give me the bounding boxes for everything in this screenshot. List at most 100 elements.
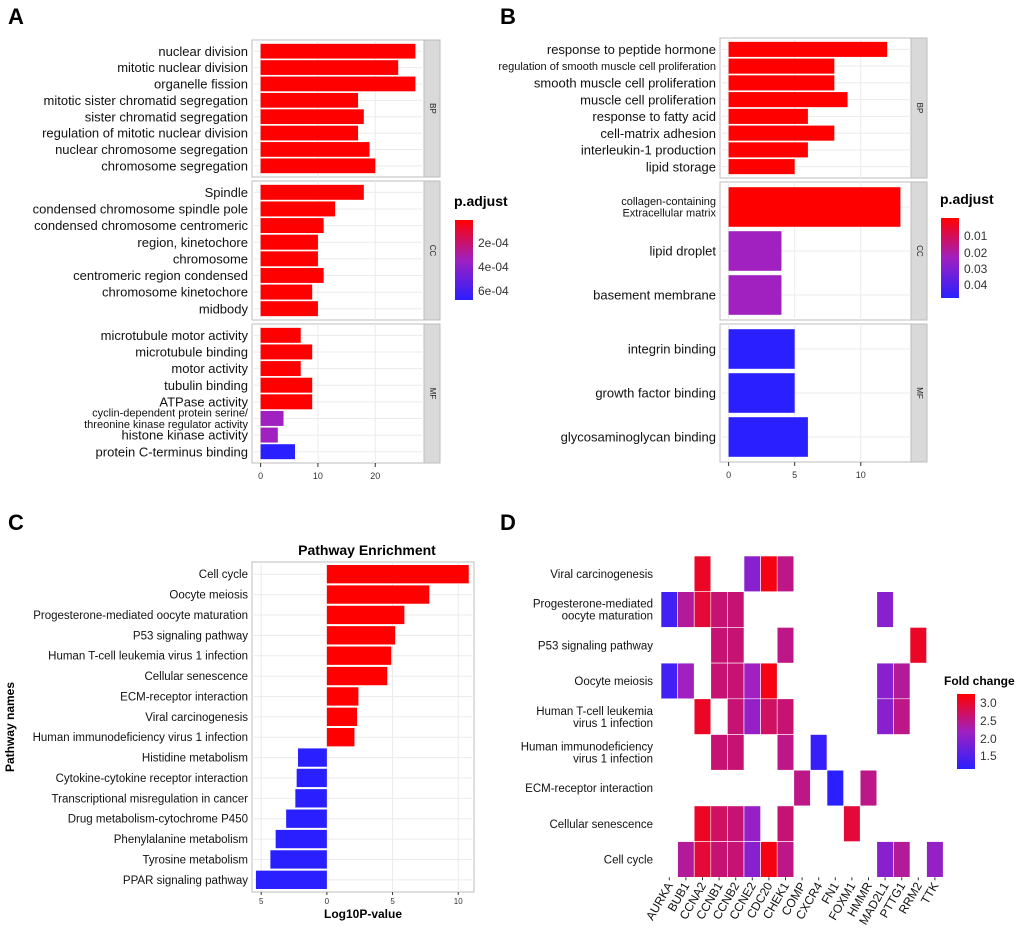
go-term-bar xyxy=(260,410,284,426)
pathway-label: Cytokine-cytokine receptor interaction xyxy=(56,773,248,785)
panel-d-legend-tick: 1.5 xyxy=(980,749,997,763)
pathway-bar xyxy=(296,768,327,788)
facet-strip-label: BP xyxy=(428,103,437,114)
heatmap-cell xyxy=(893,698,911,735)
go-term-label: chromosome xyxy=(173,251,248,266)
heatmap-cell xyxy=(727,662,745,700)
go-term-label: microtubule binding xyxy=(135,345,248,360)
go-term-label: growth factor binding xyxy=(595,386,716,401)
x-tick-label: 5 xyxy=(259,897,264,906)
heatmap-cell xyxy=(843,805,861,842)
heatmap-cell xyxy=(710,841,728,878)
panel-a-legend: p.adjust 2e-04 4e-04 6e-04 xyxy=(454,193,509,300)
facet-strip-label: MF xyxy=(428,388,437,400)
go-term-bar xyxy=(260,184,364,200)
heatmap-column-label: TTK xyxy=(918,880,941,907)
heatmap-cell xyxy=(660,591,678,628)
go-term-label: regulation of mitotic nuclear division xyxy=(42,126,248,141)
heatmap-cell xyxy=(909,627,927,664)
go-term-label: sister chromatid segregation xyxy=(85,109,248,124)
go-term-label: response to fatty acid xyxy=(592,109,716,124)
pathway-label: PPAR signaling pathway xyxy=(123,875,248,887)
go-term-bar xyxy=(260,284,313,300)
go-term-bar xyxy=(260,234,318,250)
heatmap-cell xyxy=(693,591,712,628)
go-term-label: muscle cell proliferation xyxy=(580,92,716,107)
panel-b-legend-colorbar xyxy=(941,218,959,298)
heatmap-cell xyxy=(926,841,944,878)
pathway-label: ECM-receptor interaction xyxy=(120,691,248,703)
pathway-bar xyxy=(275,829,327,849)
heatmap-cell xyxy=(893,662,911,700)
go-term-label: Spindle xyxy=(205,185,248,200)
go-term-bar xyxy=(728,92,848,108)
go-term-bar xyxy=(728,373,795,413)
go-term-label: cell-matrix adhesion xyxy=(600,126,716,141)
go-term-label: basement membrane xyxy=(593,288,716,303)
pathway-bar xyxy=(326,585,430,604)
pathway-bar xyxy=(326,565,469,584)
go-term-bar xyxy=(728,142,808,158)
x-tick-label: 10 xyxy=(856,470,866,480)
heatmap-cell xyxy=(826,769,844,807)
go-term-bar xyxy=(260,327,301,343)
heatmap-row-label: Viral carcinogenesis xyxy=(550,569,653,581)
heatmap-cell xyxy=(693,841,712,878)
pathway-bar xyxy=(326,666,388,686)
x-tick-label: 5 xyxy=(390,897,395,906)
pathway-label: Oocyte meiosis xyxy=(169,590,248,602)
heatmap-cell xyxy=(760,662,778,700)
heatmap-row-label: Cellular senescence xyxy=(549,819,653,831)
panel-d-heatmap: Viral carcinogenesis Progesterone-mediate… xyxy=(521,555,944,927)
heatmap-cell xyxy=(710,734,728,771)
panel-b-legend-tick: 0.04 xyxy=(964,278,988,292)
heatmap-cell xyxy=(776,734,795,771)
go-term-label: organelle fission xyxy=(154,77,248,92)
go-term-bar xyxy=(728,231,782,271)
heatmap-cell xyxy=(859,769,878,807)
panel-b-legend-title: p.adjust xyxy=(940,191,994,207)
panel-b-legend-tick: 0.01 xyxy=(964,229,988,243)
panel-d-legend-title: Fold change xyxy=(944,674,1015,688)
panel-b-go-enrichment-bars: BP response to peptide hormone regulation … xyxy=(498,37,928,480)
go-term-label: microtubule motor activity xyxy=(101,328,249,343)
go-term-bar xyxy=(728,159,795,175)
heatmap-cell xyxy=(760,698,778,735)
go-term-bar xyxy=(260,394,313,410)
heatmap-cell xyxy=(810,734,828,771)
heatmap-cell xyxy=(693,698,712,735)
pathway-label: Human immunodeficiency virus 1 infection xyxy=(33,732,248,744)
heatmap-cell xyxy=(776,698,795,735)
pathway-label: Drug metabolism-cytochrome P450 xyxy=(68,814,248,826)
panel-letter-b: B xyxy=(500,4,516,29)
go-term-bar xyxy=(728,58,835,74)
go-term-label: centromeric region condensed xyxy=(73,268,248,283)
pathway-label: Human T-cell leukemia virus 1 infection xyxy=(48,651,248,663)
panel-b-legend-tick: 0.03 xyxy=(964,262,988,276)
go-term-bar xyxy=(260,43,416,59)
heatmap-cell xyxy=(693,555,712,593)
heatmap-cell xyxy=(876,662,894,700)
x-tick-label: 0 xyxy=(726,470,731,480)
go-term-label: mitotic sister chromatid segregation xyxy=(44,93,248,108)
heatmap-cell xyxy=(727,698,745,735)
heatmap-cell xyxy=(876,841,894,878)
x-tick-label: 10 xyxy=(313,471,323,481)
go-term-bar xyxy=(260,125,359,141)
facet-strip-label: CC xyxy=(915,245,924,257)
pathway-label: Cellular senescence xyxy=(144,671,248,683)
pathway-bar xyxy=(297,748,327,767)
go-term-bar xyxy=(728,108,808,124)
heatmap-cell xyxy=(876,698,894,735)
go-term-bar xyxy=(260,201,336,217)
panel-b-legend-tick: 0.02 xyxy=(964,246,988,260)
panel-a-legend-tick: 2e-04 xyxy=(478,236,509,250)
go-term-label: region, kinetochore xyxy=(137,235,248,250)
go-term-bar xyxy=(728,41,888,57)
heatmap-cell xyxy=(893,841,911,878)
go-term-label: nuclear division xyxy=(158,44,248,59)
x-tick-label: 10 xyxy=(454,897,463,906)
go-term-label: collagen-containing Extracellular matrix xyxy=(621,196,716,220)
x-axis-title: Log10P-value xyxy=(324,907,402,921)
